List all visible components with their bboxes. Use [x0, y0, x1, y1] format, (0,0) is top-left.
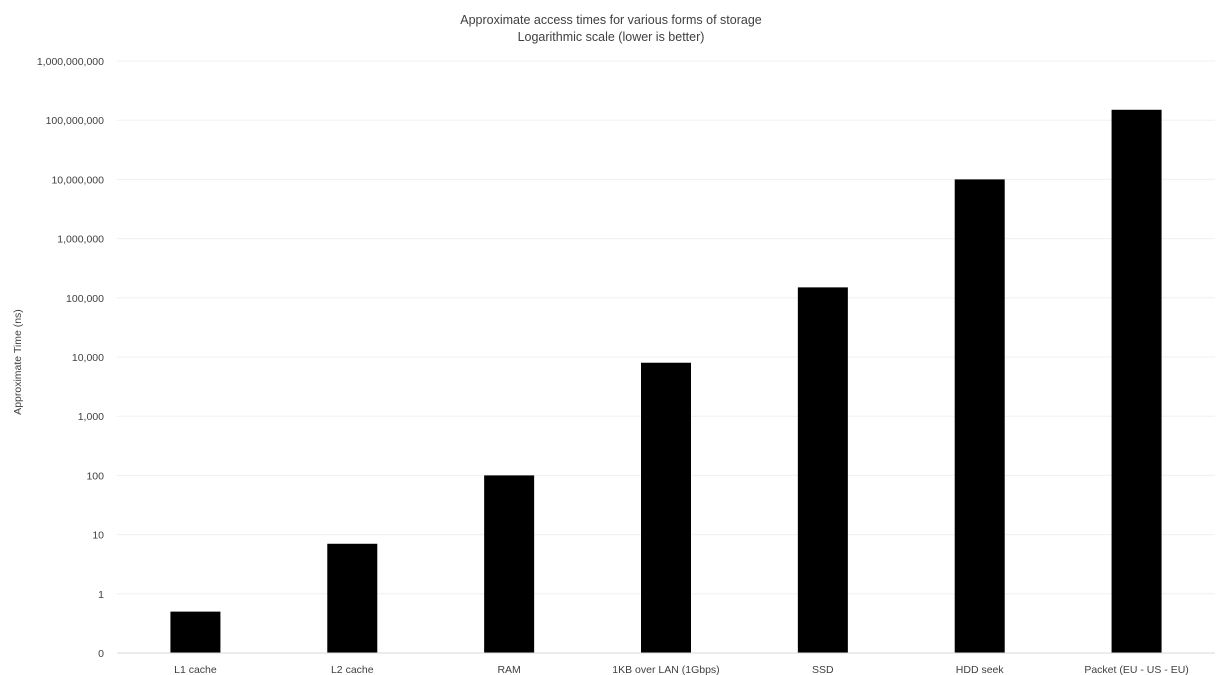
- bars: [170, 109, 1162, 654]
- x-tick-label: HDD seek: [956, 664, 1005, 675]
- gridlines: [117, 60, 1215, 595]
- bar: [170, 611, 221, 653]
- bar: [797, 287, 848, 653]
- x-tick-label: Packet (EU - US - EU): [1084, 664, 1188, 675]
- x-tick-label: L2 cache: [331, 664, 374, 675]
- chart-subtitle: Logarithmic scale (lower is better): [517, 30, 705, 44]
- chart-title: Approximate access times for various for…: [460, 13, 762, 27]
- x-tick-label: SSD: [812, 664, 834, 675]
- x-tick-label: L1 cache: [174, 664, 217, 675]
- y-tick-label: 100,000,000: [46, 115, 105, 127]
- axes: 0 1 10 100 1,000 10,000 100,000 1,000,000 10,000…: [37, 56, 1215, 675]
- y-tick-label: 10,000,000: [51, 174, 104, 186]
- x-tick-label: 1KB over LAN (1Gbps): [612, 664, 719, 675]
- y-tick-label: 10,000: [72, 352, 104, 364]
- y-tick-label: 1,000,000: [57, 234, 104, 246]
- bar: [484, 475, 535, 653]
- y-tick-label: 100: [86, 470, 104, 482]
- bar: [954, 179, 1005, 653]
- y-tick-label: 1,000: [78, 411, 104, 423]
- bar: [327, 543, 378, 653]
- bar: [641, 362, 691, 653]
- bar: [1111, 109, 1162, 654]
- y-tick-label: 1,000,000,000: [37, 56, 104, 68]
- y-tick-label: 0: [98, 648, 104, 660]
- y-tick-label: 1: [98, 589, 104, 601]
- x-tick-label: RAM: [497, 664, 520, 675]
- y-tick-label: 100,000: [66, 293, 104, 305]
- y-tick-label: 10: [92, 530, 104, 542]
